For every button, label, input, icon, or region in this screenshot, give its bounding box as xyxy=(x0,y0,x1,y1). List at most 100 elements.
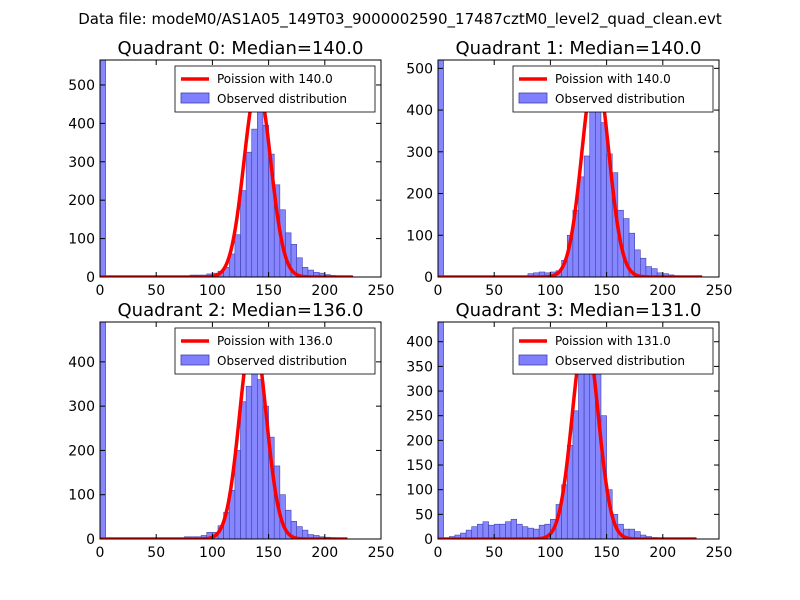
x-tick-label: 200 xyxy=(311,545,338,561)
histogram-bar xyxy=(499,523,506,539)
y-tick-label: 250 xyxy=(406,409,433,425)
legend-label-poisson: Poission with 131.0 xyxy=(555,334,671,348)
x-tick-label: 250 xyxy=(368,545,395,561)
histogram-bar xyxy=(257,94,264,277)
panel-title: Quadrant 0: Median=140.0 xyxy=(118,38,364,59)
quadrant-panel-3: Quadrant 3: Median=131.0 0 50 100 150 200 250 0… xyxy=(406,300,732,561)
panel-title: Quadrant 2: Median=136.0 xyxy=(118,300,364,321)
legend: Poission with 131.0 Observed distribution xyxy=(512,327,714,375)
quadrant-panel-1: Quadrant 1: Median=140.0 0 50 100 150 200 250 0… xyxy=(406,38,732,299)
histogram-bar xyxy=(438,322,444,539)
histogram-bar xyxy=(521,526,529,539)
legend: Poission with 140.0 Observed distribution xyxy=(174,65,376,113)
legend: Poission with 140.0 Observed distribution xyxy=(512,65,714,113)
poisson-curve xyxy=(438,330,698,539)
x-tick-label: 250 xyxy=(368,283,395,299)
histogram-bar xyxy=(600,122,607,277)
y-tick-label: 200 xyxy=(68,443,95,459)
plot-area xyxy=(438,322,698,539)
x-tick-label: 200 xyxy=(649,283,676,299)
x-tick-label: 50 xyxy=(147,545,165,561)
histogram-bar xyxy=(240,190,247,277)
histogram-bar xyxy=(510,518,517,539)
histogram-bar xyxy=(589,109,596,277)
y-tick-label: 100 xyxy=(406,483,433,499)
y-tick-label: 500 xyxy=(406,61,433,77)
legend-bar-swatch xyxy=(180,354,210,366)
histogram-bar xyxy=(488,524,495,539)
y-tick-label: 150 xyxy=(406,458,433,474)
y-tick-label: 400 xyxy=(406,103,433,119)
y-tick-label: 400 xyxy=(68,355,95,371)
histogram-bar xyxy=(482,521,489,539)
histogram-bar xyxy=(240,401,247,539)
legend: Poission with 136.0 Observed distribution xyxy=(174,327,376,375)
legend-box xyxy=(512,327,714,375)
histogram-bar xyxy=(572,410,579,539)
legend-bar-swatch xyxy=(518,354,548,366)
x-tick-label: 0 xyxy=(434,283,443,299)
x-tick-label: 150 xyxy=(593,545,620,561)
legend-label-observed: Observed distribution xyxy=(217,92,347,106)
x-tick-label: 100 xyxy=(199,283,226,299)
y-tick-label: 0 xyxy=(86,270,95,286)
histogram-bar xyxy=(257,379,264,539)
panels: Quadrant 0: Median=140.0 0 50 100 150 200 250 0… xyxy=(68,38,732,561)
x-tick-label: 150 xyxy=(255,283,282,299)
x-tick-label: 250 xyxy=(706,545,733,561)
histogram-bar xyxy=(251,128,258,277)
y-tick-label: 200 xyxy=(406,187,433,203)
y-tick-label: 400 xyxy=(68,116,95,132)
axes-frame xyxy=(437,59,720,278)
y-tick-label: 400 xyxy=(406,335,433,351)
x-tick-label: 0 xyxy=(96,545,105,561)
histogram-bar xyxy=(245,151,253,277)
histogram-bar xyxy=(251,352,258,539)
x-tick-label: 200 xyxy=(649,545,676,561)
y-tick-label: 100 xyxy=(68,232,95,248)
y-tick-label: 300 xyxy=(68,399,95,415)
poisson-curve xyxy=(438,66,704,277)
histogram-bar xyxy=(100,322,106,539)
x-tick-label: 50 xyxy=(147,283,165,299)
histogram-bar xyxy=(100,60,106,277)
histogram-bar xyxy=(505,521,512,539)
histogram-bar xyxy=(234,234,241,277)
axes-frame xyxy=(437,321,720,540)
y-tick-label: 50 xyxy=(415,507,433,523)
y-tick-label: 300 xyxy=(406,384,433,400)
legend-box xyxy=(512,65,714,113)
y-tick-label: 100 xyxy=(406,228,433,244)
legend-bar-swatch xyxy=(180,92,210,104)
y-tick-label: 0 xyxy=(424,270,433,286)
legend-label-poisson: Poission with 136.0 xyxy=(217,334,333,348)
y-tick-label: 300 xyxy=(68,155,95,171)
x-tick-label: 150 xyxy=(255,545,282,561)
legend-label-observed: Observed distribution xyxy=(217,354,347,368)
x-tick-label: 0 xyxy=(434,545,443,561)
legend-label-poisson: Poission with 140.0 xyxy=(217,72,333,86)
x-tick-label: 100 xyxy=(199,545,226,561)
histogram-bar xyxy=(640,257,647,277)
y-tick-label: 100 xyxy=(68,488,95,504)
legend-label-poisson: Poission with 140.0 xyxy=(555,72,671,86)
histogram-bar xyxy=(477,523,484,539)
histogram-bar xyxy=(578,366,585,539)
legend-box xyxy=(174,327,376,375)
axes-frame xyxy=(99,321,382,540)
histogram-bar xyxy=(493,523,501,539)
x-tick-label: 100 xyxy=(537,283,564,299)
panel-title: Quadrant 3: Median=131.0 xyxy=(456,300,702,321)
figure-suptitle: Data file: modeM0/AS1A05_149T03_90000025… xyxy=(78,10,722,29)
histogram-bar xyxy=(245,385,253,539)
axes-frame xyxy=(99,59,382,278)
x-tick-label: 50 xyxy=(485,545,503,561)
x-tick-label: 250 xyxy=(706,283,733,299)
legend-box xyxy=(174,65,376,113)
histogram-bar xyxy=(438,60,444,277)
x-tick-label: 0 xyxy=(96,283,105,299)
histogram-bar xyxy=(583,155,591,277)
x-tick-label: 50 xyxy=(485,283,503,299)
y-tick-label: 350 xyxy=(406,359,433,375)
quadrant-panel-2: Quadrant 2: Median=136.0 0 50 100 150 200 250 0… xyxy=(68,300,394,561)
